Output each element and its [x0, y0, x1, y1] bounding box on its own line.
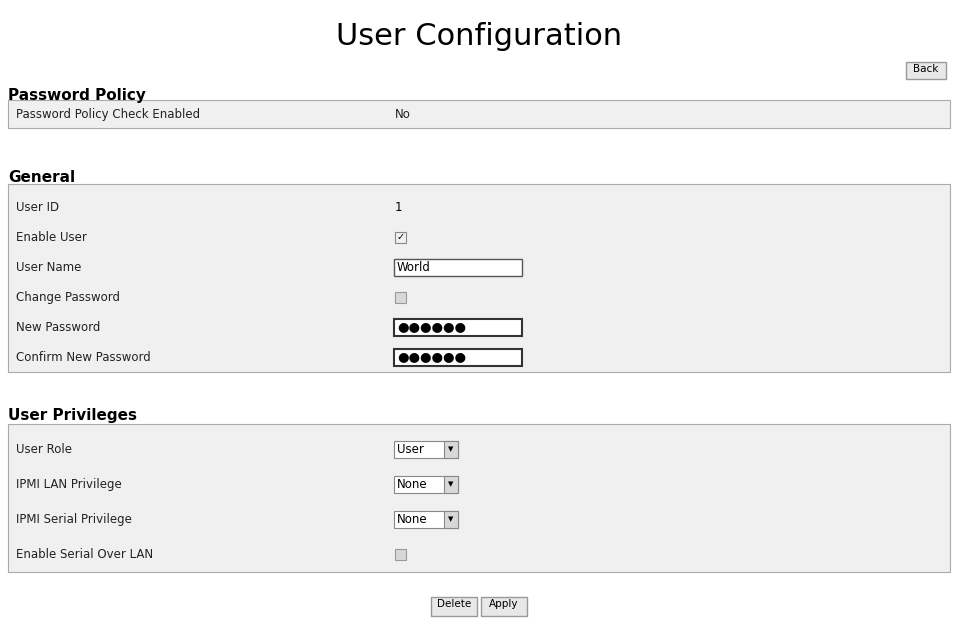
Bar	[444, 441, 458, 458]
Text: 1: 1	[395, 200, 402, 214]
Bar	[8, 100, 950, 128]
Text: User Role: User Role	[16, 443, 72, 456]
Text: ▼: ▼	[448, 516, 454, 522]
Bar	[444, 511, 458, 528]
Text: ●●●●●●: ●●●●●●	[397, 350, 466, 363]
Text: Delete: Delete	[437, 599, 471, 609]
Bar	[8, 424, 950, 572]
Bar	[394, 441, 458, 458]
Bar	[394, 476, 458, 493]
Text: ▼: ▼	[448, 446, 454, 453]
Text: ✓: ✓	[397, 232, 404, 242]
Text: IPMI Serial Privilege: IPMI Serial Privilege	[16, 513, 132, 526]
Bar	[906, 62, 946, 79]
Bar	[8, 184, 950, 372]
Text: ▼: ▼	[448, 482, 454, 488]
Bar	[394, 319, 522, 336]
Text: User: User	[397, 443, 423, 456]
Text: User Privileges: User Privileges	[8, 408, 137, 423]
Bar	[394, 511, 458, 528]
Bar	[395, 231, 406, 243]
Text: None: None	[397, 513, 427, 526]
Text: Password Policy: Password Policy	[8, 88, 146, 103]
Text: User Configuration: User Configuration	[336, 22, 622, 51]
Text: None: None	[397, 478, 427, 491]
Bar	[444, 476, 458, 493]
Text: Back: Back	[913, 64, 939, 74]
Bar	[481, 597, 527, 616]
Text: User Name: User Name	[16, 261, 81, 274]
Bar	[395, 549, 406, 560]
Text: General: General	[8, 170, 75, 185]
Bar	[394, 258, 522, 276]
Bar	[395, 292, 406, 303]
Text: No: No	[395, 108, 411, 120]
Text: Confirm New Password: Confirm New Password	[16, 350, 150, 363]
Text: Enable User: Enable User	[16, 231, 87, 243]
Text: IPMI LAN Privilege: IPMI LAN Privilege	[16, 478, 122, 491]
Bar	[431, 597, 477, 616]
Text: Password Policy Check Enabled: Password Policy Check Enabled	[16, 108, 200, 120]
Text: Apply: Apply	[490, 599, 518, 609]
Text: User ID: User ID	[16, 200, 59, 214]
Text: Enable Serial Over LAN: Enable Serial Over LAN	[16, 548, 153, 561]
Text: Change Password: Change Password	[16, 290, 120, 303]
Text: ●●●●●●: ●●●●●●	[397, 321, 466, 334]
Bar	[394, 348, 522, 366]
Text: World: World	[397, 261, 431, 274]
Text: New Password: New Password	[16, 321, 101, 334]
